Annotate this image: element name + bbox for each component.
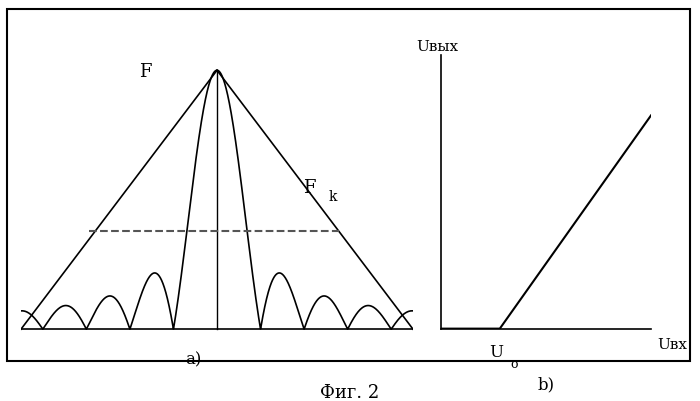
Text: F: F bbox=[303, 178, 316, 196]
Text: o: o bbox=[510, 357, 518, 370]
Text: Uвых: Uвых bbox=[416, 40, 458, 54]
Text: Uвх: Uвх bbox=[657, 337, 687, 351]
Text: F: F bbox=[139, 63, 151, 81]
Text: Фиг. 2: Фиг. 2 bbox=[321, 383, 379, 401]
Text: U: U bbox=[489, 343, 503, 360]
Text: a): a) bbox=[186, 350, 202, 367]
Text: k: k bbox=[329, 189, 337, 203]
Text: b): b) bbox=[538, 376, 554, 393]
